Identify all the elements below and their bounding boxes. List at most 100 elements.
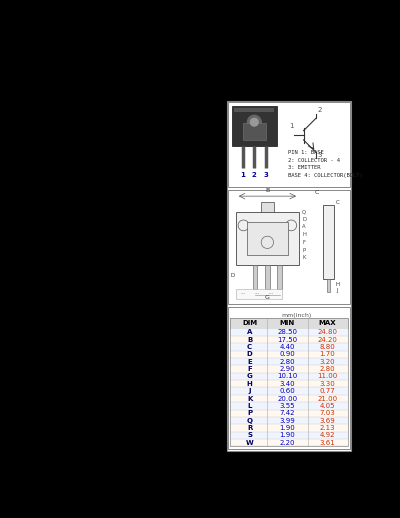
Text: MAX: MAX <box>319 320 336 326</box>
Text: Q: Q <box>247 418 253 424</box>
Bar <box>323 205 334 279</box>
Circle shape <box>250 119 258 126</box>
Bar <box>230 351 348 358</box>
Text: 11.00: 11.00 <box>317 373 338 380</box>
Text: 4.05: 4.05 <box>320 403 335 409</box>
Circle shape <box>247 116 261 129</box>
Bar <box>230 336 348 343</box>
Text: 17.50: 17.50 <box>277 337 298 342</box>
Bar <box>327 279 330 292</box>
Bar <box>230 358 348 365</box>
Bar <box>230 387 348 395</box>
Text: 1.70: 1.70 <box>320 351 335 357</box>
Text: 24.80: 24.80 <box>318 329 338 335</box>
Text: H: H <box>336 282 340 287</box>
Text: ---: --- <box>255 292 260 296</box>
Text: P: P <box>302 248 305 253</box>
Text: B: B <box>247 337 252 342</box>
Text: 3.55: 3.55 <box>280 403 295 409</box>
Bar <box>226 100 351 451</box>
Bar <box>228 307 350 450</box>
Text: 7.03: 7.03 <box>320 410 335 416</box>
Text: F: F <box>247 366 252 372</box>
Bar <box>246 222 288 255</box>
Text: 2.90: 2.90 <box>280 366 295 372</box>
Bar <box>230 410 348 417</box>
Text: 3.99: 3.99 <box>280 418 295 424</box>
Text: 2.13: 2.13 <box>320 425 335 431</box>
Bar <box>230 380 348 387</box>
Text: 1.90: 1.90 <box>280 425 295 431</box>
Text: D: D <box>302 217 306 222</box>
Text: 2: 2 <box>252 172 257 178</box>
Bar <box>261 203 274 211</box>
Text: 3: 3 <box>263 172 268 178</box>
Text: K: K <box>247 396 252 401</box>
Text: 20.00: 20.00 <box>277 396 298 401</box>
Text: 2.80: 2.80 <box>280 358 295 365</box>
Text: P: P <box>247 410 252 416</box>
Text: H: H <box>302 232 306 237</box>
Text: C: C <box>336 200 340 205</box>
Text: 0.90: 0.90 <box>280 351 295 357</box>
Bar <box>265 265 270 289</box>
Text: D: D <box>230 273 235 278</box>
Text: C: C <box>247 344 252 350</box>
Text: 1.90: 1.90 <box>280 433 295 438</box>
Text: E: E <box>247 358 252 365</box>
Text: 3: 3 <box>318 152 322 158</box>
Text: 24.20: 24.20 <box>318 337 337 342</box>
Text: Q: Q <box>302 209 306 214</box>
Text: F: F <box>302 240 305 245</box>
Bar <box>236 211 299 265</box>
Text: H: H <box>247 381 252 387</box>
Bar <box>228 102 350 187</box>
Text: B: B <box>265 188 270 193</box>
Bar <box>230 395 348 402</box>
Text: L: L <box>248 403 252 409</box>
Text: MIN: MIN <box>280 320 295 326</box>
Bar <box>230 328 348 336</box>
Bar <box>230 373 348 380</box>
Text: S: S <box>247 433 252 438</box>
Bar <box>230 402 348 410</box>
Text: D: D <box>247 351 252 357</box>
Text: ---: --- <box>241 292 246 296</box>
Text: 3.40: 3.40 <box>280 381 295 387</box>
Text: W: W <box>246 440 254 445</box>
Bar <box>230 343 348 351</box>
Text: 10.10: 10.10 <box>277 373 298 380</box>
Bar <box>234 108 274 112</box>
Bar <box>243 123 266 140</box>
Text: J: J <box>248 388 251 394</box>
Bar <box>230 318 348 328</box>
Text: 3.61: 3.61 <box>320 440 335 445</box>
Text: 1: 1 <box>290 123 294 128</box>
Text: 3.20: 3.20 <box>320 358 335 365</box>
Text: DIM: DIM <box>242 320 257 326</box>
Text: 2.20: 2.20 <box>280 440 295 445</box>
Text: 2.80: 2.80 <box>320 366 335 372</box>
Text: mm(inch): mm(inch) <box>282 313 312 318</box>
Text: G: G <box>265 295 270 299</box>
Text: 0.60: 0.60 <box>280 388 295 394</box>
Text: 7.42: 7.42 <box>280 410 295 416</box>
Bar <box>230 439 348 447</box>
Bar <box>230 365 348 373</box>
Bar <box>232 106 277 146</box>
Text: A: A <box>302 224 306 229</box>
Bar <box>236 289 282 299</box>
Text: BASE 4: COLLECTOR(BOLT): BASE 4: COLLECTOR(BOLT) <box>288 173 363 178</box>
Text: 0.77: 0.77 <box>320 388 335 394</box>
Text: 3.69: 3.69 <box>320 418 335 424</box>
Text: G: G <box>247 373 252 380</box>
Text: PIN 1: BASE: PIN 1: BASE <box>288 150 324 155</box>
Text: A: A <box>247 329 252 335</box>
Text: ---: --- <box>268 292 274 296</box>
Bar <box>228 190 350 304</box>
Bar <box>230 431 348 439</box>
Text: 3: EMITTER: 3: EMITTER <box>288 165 321 170</box>
Bar <box>277 265 282 289</box>
Text: J: J <box>336 289 338 293</box>
Text: 2: COLLECTOR - 4: 2: COLLECTOR - 4 <box>288 157 340 163</box>
